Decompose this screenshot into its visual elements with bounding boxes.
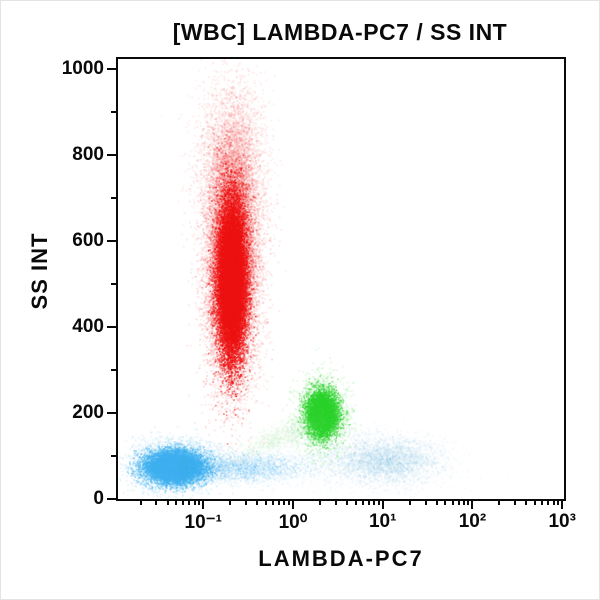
- x-minor-tick: [408, 500, 411, 505]
- x-tick-label: 10²: [458, 511, 487, 532]
- x-minor-tick: [514, 500, 517, 505]
- y-tick-label: 0: [93, 488, 104, 509]
- x-minor-tick: [278, 500, 281, 505]
- x-minor-tick: [367, 500, 370, 505]
- x-minor-tick: [166, 500, 169, 505]
- y-major-tick: [107, 498, 116, 500]
- scatter-canvas: [118, 59, 564, 499]
- y-tick-label: 400: [72, 315, 104, 337]
- x-minor-tick: [557, 500, 560, 505]
- x-minor-tick: [435, 500, 438, 505]
- plot-area: 0 200 400 600 800 1000 10⁻¹ 10⁰ 10¹ 10² 10³: [62, 57, 576, 533]
- chart-title: [WBC] LAMBDA-PC7 / SS INT: [172, 19, 508, 45]
- x-minor-tick: [182, 500, 185, 505]
- y-major-tick: [107, 411, 116, 414]
- y-minor-tick: [111, 368, 116, 371]
- x-minor-tick: [188, 500, 191, 505]
- x-tick-label: 10⁰: [278, 512, 308, 533]
- x-minor-tick: [534, 500, 537, 505]
- y-tick-label: 800: [72, 143, 104, 165]
- y-minor-tick: [111, 454, 116, 457]
- x-axis-title: LAMBDA-PC7: [258, 546, 424, 571]
- x-minor-tick: [525, 500, 528, 505]
- y-minor-tick: [111, 282, 116, 285]
- x-minor-tick: [264, 500, 267, 505]
- y-minor-tick: [111, 110, 116, 113]
- x-minor-tick: [361, 500, 364, 505]
- x-minor-tick: [424, 500, 427, 505]
- x-minor-tick: [444, 500, 447, 505]
- x-minor-tick: [451, 500, 454, 505]
- x-major-tick: [291, 500, 294, 509]
- x-minor-tick: [373, 500, 376, 505]
- x-minor-tick: [272, 500, 275, 505]
- x-minor-tick: [175, 500, 178, 505]
- x-minor-tick: [354, 500, 357, 505]
- y-major-tick: [107, 239, 116, 242]
- y-tick-label: 1000: [61, 57, 104, 79]
- x-minor-tick: [467, 500, 470, 505]
- x-minor-tick: [547, 500, 550, 505]
- x-minor-tick: [498, 500, 501, 505]
- x-minor-tick: [139, 500, 142, 505]
- x-major-tick: [381, 500, 384, 509]
- x-major-tick: [561, 500, 564, 509]
- x-tick-label: 10³: [548, 511, 576, 532]
- x-minor-tick: [155, 500, 158, 505]
- x-minor-tick: [552, 500, 555, 505]
- x-minor-tick: [229, 500, 232, 505]
- x-minor-tick: [457, 500, 460, 505]
- x-major-tick: [471, 500, 474, 509]
- y-tick-label: 200: [72, 401, 104, 423]
- x-minor-tick: [319, 500, 321, 505]
- x-minor-tick: [334, 500, 337, 505]
- y-minor-tick: [111, 196, 116, 199]
- x-minor-tick: [287, 500, 290, 505]
- x-minor-tick: [198, 500, 201, 505]
- x-minor-tick: [256, 500, 259, 505]
- x-major-tick: [202, 500, 205, 509]
- y-axis-title: SS INT: [27, 232, 52, 310]
- x-minor-tick: [193, 500, 196, 505]
- x-tick-label: 10⁻¹: [184, 512, 223, 533]
- y-tick-label: 600: [72, 229, 104, 251]
- x-tick-label: 10¹: [368, 511, 397, 532]
- x-minor-tick: [541, 500, 544, 505]
- x-minor-tick: [245, 500, 248, 505]
- y-major-tick: [107, 153, 116, 156]
- x-minor-tick: [377, 500, 380, 505]
- y-major-tick: [107, 67, 116, 70]
- x-minor-tick: [283, 500, 286, 505]
- y-major-tick: [107, 325, 116, 328]
- x-minor-tick: [462, 500, 465, 505]
- x-minor-tick: [346, 500, 349, 505]
